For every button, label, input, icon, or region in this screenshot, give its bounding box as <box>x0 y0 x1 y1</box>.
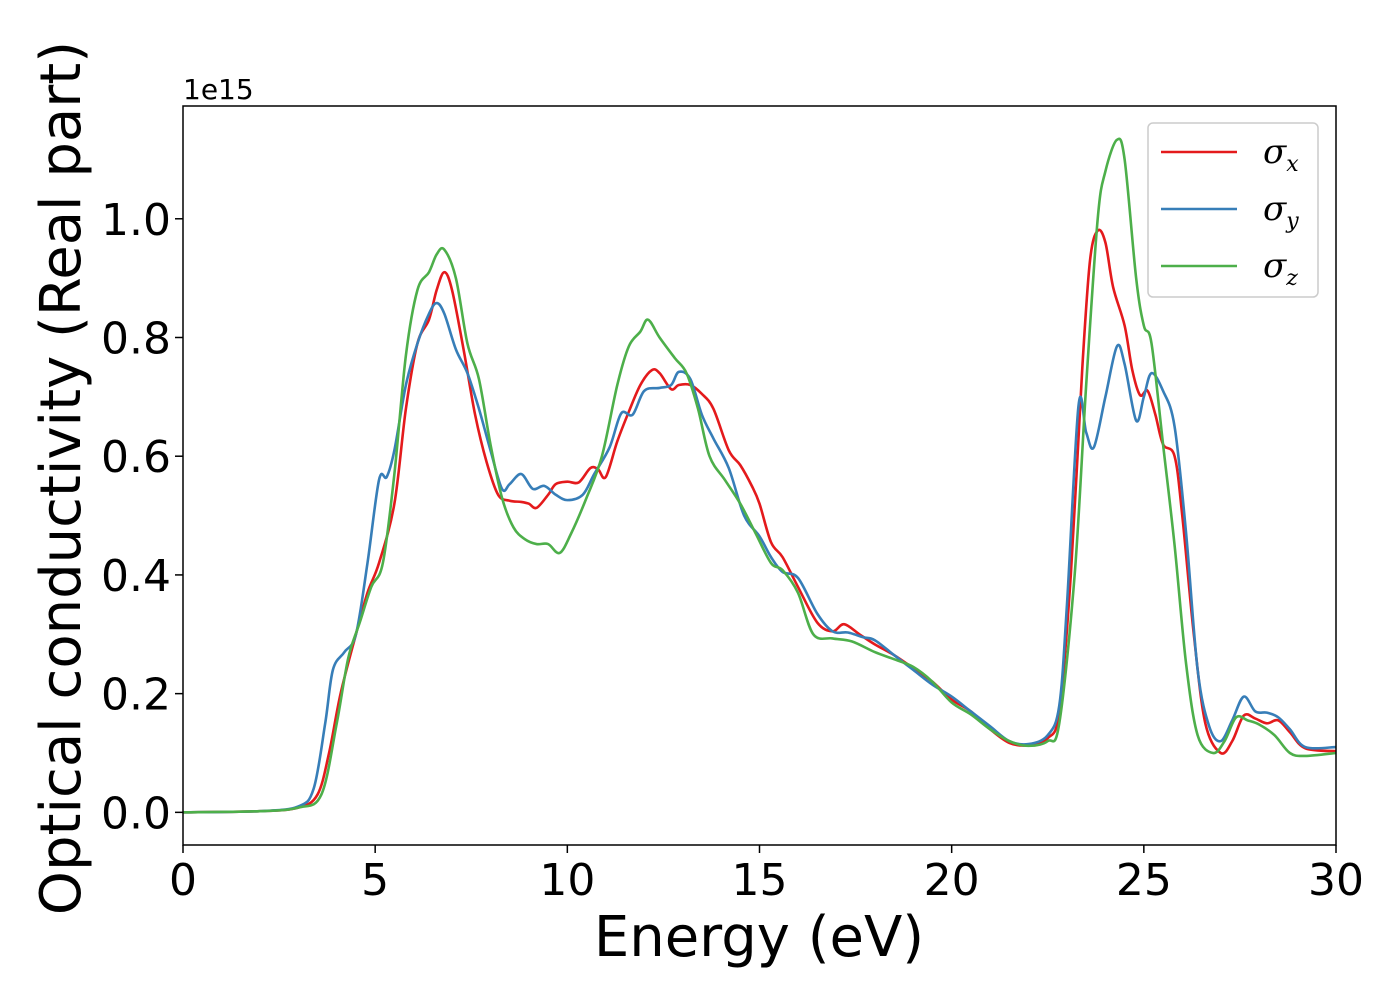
x-tick-label: 10 <box>539 855 595 906</box>
y-tick-label: 0.0 <box>101 788 171 839</box>
series-line-sigma-z <box>182 137 1337 814</box>
series-line-sigma-y <box>182 301 1337 814</box>
legend-label-sigma-x: σx <box>1263 132 1299 177</box>
legend-symbol: σ <box>1263 189 1287 229</box>
ticks-group: 0 5 10 15 20 25 30 0.0 0.2 0.4 0.6 0.8 1.0 <box>101 195 1364 906</box>
y-tick-label: 0.8 <box>101 313 171 364</box>
x-tick-label: 0 <box>169 855 197 906</box>
legend-label-sigma-z: σz <box>1263 246 1298 291</box>
x-tick-label: 30 <box>1308 855 1364 906</box>
series-line-sigma-x <box>182 228 1337 814</box>
legend-symbol: σ <box>1263 246 1287 286</box>
x-tick-label: 5 <box>361 855 389 906</box>
x-axis-label: Energy (eV) <box>594 905 924 970</box>
legend-subscript: x <box>1286 152 1299 177</box>
legend-symbol: σ <box>1263 132 1287 172</box>
legend-subscript: z <box>1285 266 1298 291</box>
plot-frame <box>182 105 1337 846</box>
legend-subscript: y <box>1285 209 1299 234</box>
y-tick-label: 0.6 <box>101 432 171 483</box>
y-axis-label: Optical conductivity (Real part) <box>29 41 94 915</box>
y-tick-label: 0.2 <box>101 670 171 721</box>
x-tick-label: 25 <box>1116 855 1172 906</box>
y-tick-label: 1.0 <box>101 195 171 246</box>
series-group <box>182 137 1337 814</box>
y-tick-label: 0.4 <box>101 551 171 602</box>
y-offset-label: 1e15 <box>183 73 254 106</box>
legend-label-sigma-y: σy <box>1263 189 1299 234</box>
x-tick-label: 15 <box>732 855 788 906</box>
x-tick-label: 20 <box>924 855 980 906</box>
